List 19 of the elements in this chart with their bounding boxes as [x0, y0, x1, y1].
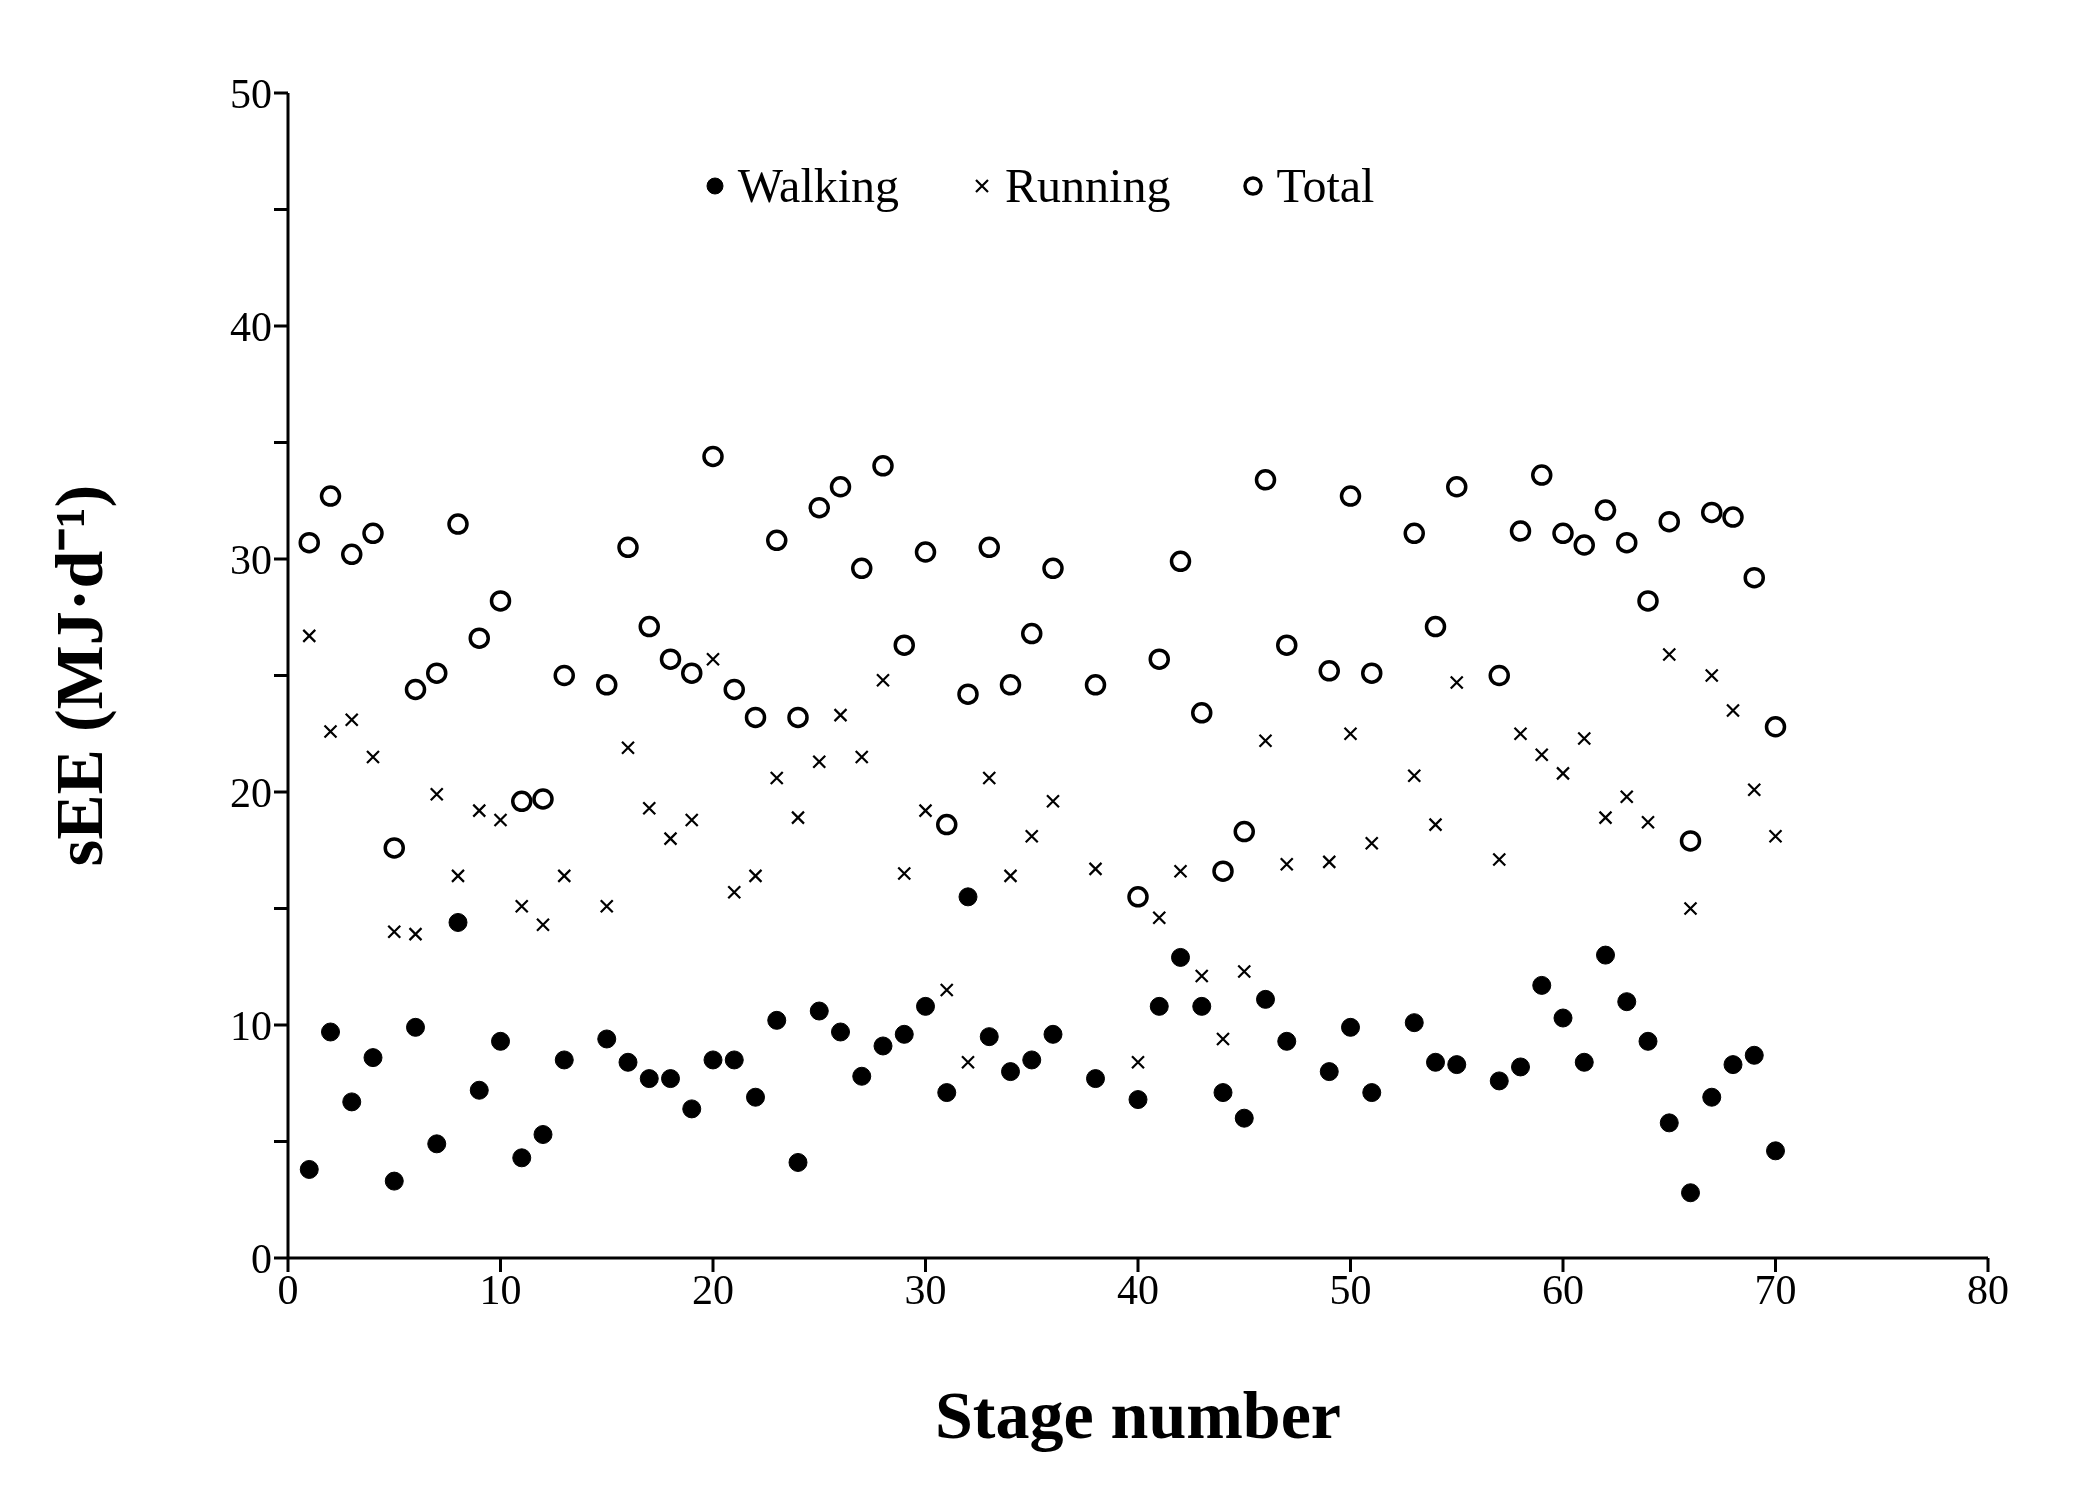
- x-tick-label: 70: [1754, 1266, 1797, 1313]
- y-tick-label: 0: [251, 1235, 272, 1282]
- y-tick-label: 10: [230, 1002, 272, 1049]
- y-tick-label: 30: [230, 536, 272, 583]
- x-tick-label: 20: [692, 1266, 734, 1313]
- legend-label: Running: [1005, 158, 1171, 213]
- x-tick-label: 30: [904, 1266, 947, 1313]
- legend-label: Walking: [737, 158, 900, 213]
- x-axis-title: Stage number: [934, 1377, 1342, 1453]
- x-tick-label: 10: [479, 1266, 522, 1313]
- y-tick-label: 20: [230, 769, 272, 816]
- x-tick-label: 40: [1117, 1266, 1159, 1313]
- y-tick-label: 40: [230, 303, 272, 350]
- y-axis-title: sEE (MJ·d⁻¹): [41, 484, 118, 867]
- x-tick-label: 60: [1542, 1266, 1584, 1313]
- legend-label: Total: [1276, 158, 1375, 213]
- x-tick-label: 80: [1967, 1266, 2009, 1313]
- y-tick-label: 50: [230, 70, 272, 117]
- x-tick-label: 50: [1329, 1266, 1372, 1313]
